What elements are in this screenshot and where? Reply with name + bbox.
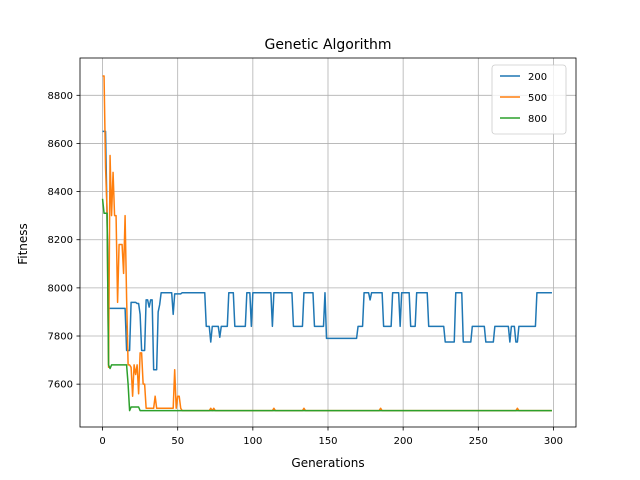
legend-label-200: 200 (528, 72, 547, 83)
x-tick-label: 0 (99, 436, 105, 447)
series-line-200 (102, 130, 552, 371)
y-tick-label: 8600 (48, 139, 73, 150)
x-tick-label: 100 (243, 436, 262, 447)
x-tick-label: 200 (394, 436, 413, 447)
x-tick-label: 300 (544, 436, 563, 447)
series-line-800 (101, 198, 552, 412)
x-axis-label: Generations (291, 456, 364, 470)
legend-label-800: 800 (528, 114, 547, 125)
grid (80, 58, 576, 427)
y-tick-label: 8200 (48, 235, 73, 246)
y-axis-label: Fitness (16, 223, 30, 265)
plot-lines (101, 75, 552, 412)
legend: 200 500 800 (491, 64, 567, 135)
x-tick-label: 50 (171, 436, 184, 447)
axis-ticks: 0 50 100 150 200 250 300 7600 7800 8000 8200 8400 86… (48, 91, 563, 447)
y-tick-label: 8400 (48, 187, 73, 198)
y-tick-label: 7600 (48, 380, 73, 391)
y-tick-label: 7800 (48, 332, 73, 343)
chart-title: Genetic Algorithm (264, 37, 391, 53)
y-tick-label: 8000 (48, 283, 73, 294)
legend-label-500: 500 (528, 93, 547, 104)
y-tick-label: 8800 (48, 91, 73, 102)
x-tick-label: 250 (469, 436, 488, 447)
x-tick-label: 150 (318, 436, 337, 447)
legend-box (491, 64, 567, 135)
